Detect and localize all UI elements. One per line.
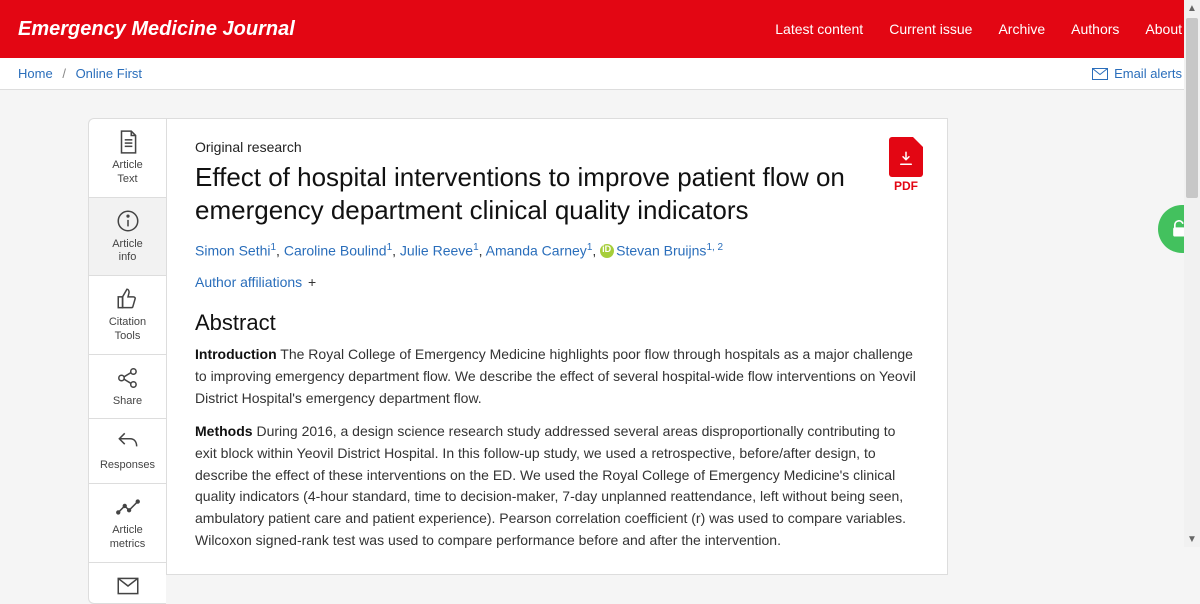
affiliations-label: Author affiliations [195, 274, 302, 290]
share-icon [115, 365, 141, 391]
info-icon [115, 208, 141, 234]
tab-responses[interactable]: Responses [89, 419, 166, 484]
mail-icon [115, 573, 141, 599]
author-name[interactable]: Amanda Carney [486, 243, 587, 259]
abstract-methods: Methods During 2016, a design science re… [195, 421, 919, 551]
author-name[interactable]: Caroline Boulind [284, 243, 387, 259]
plus-icon: + [308, 274, 316, 290]
intro-text: The Royal College of Emergency Medicine … [195, 346, 916, 405]
email-alerts-label: Email alerts [1114, 66, 1182, 81]
tab-alerts[interactable] [89, 563, 166, 603]
scroll-up-icon[interactable]: ▲ [1184, 0, 1200, 16]
tab-label: Article metrics [110, 524, 145, 552]
breadcrumb-online-first[interactable]: Online First [76, 66, 142, 81]
breadcrumb-home[interactable]: Home [18, 66, 53, 81]
article-type: Original research [195, 139, 919, 155]
author-list: Simon Sethi1, Caroline Boulind1, Julie R… [195, 240, 919, 262]
breadcrumb-sep: / [62, 66, 66, 81]
methods-label: Methods [195, 423, 253, 439]
abstract-introduction: Introduction The Royal College of Emerge… [195, 344, 919, 409]
author-name[interactable]: Simon Sethi [195, 243, 270, 259]
pdf-download-button[interactable]: PDF [889, 137, 923, 193]
scroll-down-icon[interactable]: ▼ [1184, 531, 1200, 547]
tab-article-info[interactable]: Article info [89, 198, 166, 277]
thumbs-up-icon [115, 286, 141, 312]
tab-citation-tools[interactable]: Citation Tools [89, 276, 166, 355]
tab-article-text[interactable]: Article Text [89, 119, 166, 198]
nav-about[interactable]: About [1145, 21, 1182, 37]
pdf-icon [889, 137, 923, 177]
vertical-scrollbar[interactable]: ▲ ▼ [1184, 0, 1200, 547]
tab-label: Share [113, 395, 142, 409]
article-title: Effect of hospital interventions to impr… [195, 161, 919, 226]
article-panel: Original research Effect of hospital int… [166, 118, 948, 575]
nav-archive[interactable]: Archive [998, 21, 1045, 37]
intro-label: Introduction [195, 346, 277, 362]
author-affiliations-toggle[interactable]: Author affiliations + [195, 274, 919, 290]
scroll-thumb[interactable] [1186, 18, 1198, 198]
nav-latest-content[interactable]: Latest content [775, 21, 863, 37]
breadcrumb: Home / Online First [18, 66, 142, 81]
abstract-heading: Abstract [195, 310, 919, 336]
journal-title: Emergency Medicine Journal [18, 18, 295, 41]
document-icon [115, 129, 141, 155]
metrics-icon [115, 494, 141, 520]
tab-label: Article Text [112, 159, 143, 187]
tab-share[interactable]: Share [89, 355, 166, 420]
content-wrap: Article Text Article info Citation Tools… [88, 118, 1200, 604]
tab-label: Responses [100, 459, 155, 473]
sub-bar: Home / Online First Email alerts [0, 58, 1200, 90]
mail-icon [1092, 68, 1108, 80]
reply-icon [115, 429, 141, 455]
tab-article-metrics[interactable]: Article metrics [89, 484, 166, 563]
pdf-label: PDF [889, 179, 923, 193]
email-alerts-link[interactable]: Email alerts [1092, 66, 1182, 81]
nav-authors[interactable]: Authors [1071, 21, 1119, 37]
primary-nav: Latest content Current issue Archive Aut… [775, 21, 1182, 37]
header-bar: Emergency Medicine Journal Latest conten… [0, 0, 1200, 58]
nav-current-issue[interactable]: Current issue [889, 21, 972, 37]
tab-label: Article info [112, 238, 143, 266]
tab-label: Citation Tools [109, 316, 146, 344]
orcid-icon [600, 244, 614, 258]
author-aff-sup: 1, 2 [706, 242, 723, 253]
author-name[interactable]: Julie Reeve [400, 243, 473, 259]
article-side-tabs: Article Text Article info Citation Tools… [88, 118, 166, 604]
methods-text: During 2016, a design science research s… [195, 423, 906, 547]
author-name[interactable]: Stevan Bruijns [616, 243, 706, 259]
